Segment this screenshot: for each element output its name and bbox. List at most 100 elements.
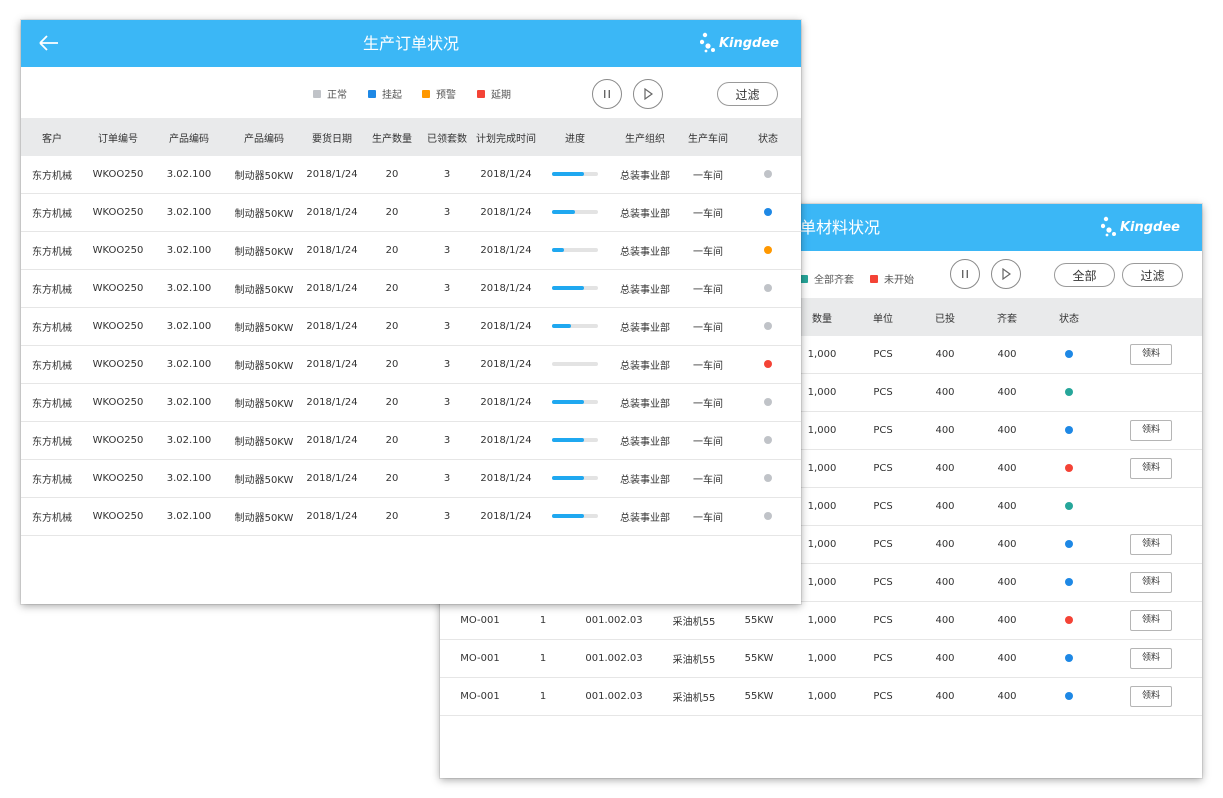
cell-spec: 55KW xyxy=(726,677,792,716)
back-arrow-icon[interactable] xyxy=(37,31,61,55)
progress-bar xyxy=(552,438,598,442)
all-button[interactable]: 全部 xyxy=(1054,263,1115,287)
column-header: 生产数量 xyxy=(361,118,423,156)
cell-code: 001.002.03 xyxy=(566,639,662,678)
table-row[interactable]: 东方机械 WKOO250 3.02.100 制动器50KW 2018/1/24 20 3 20… xyxy=(21,156,801,194)
cell-due: 2018/1/24 xyxy=(303,269,361,308)
cell-status xyxy=(1038,601,1100,640)
cell-code: 3.02.100 xyxy=(153,345,225,384)
progress-bar xyxy=(552,286,598,290)
cell-order-no: WKOO250 xyxy=(83,231,153,270)
cell-order-no: WKOO250 xyxy=(83,269,153,308)
pause-button[interactable] xyxy=(592,79,622,109)
cell-issued: 400 xyxy=(914,563,976,602)
cell-action: 领料 xyxy=(1100,639,1202,678)
progress-fill xyxy=(552,476,585,480)
legend-label: 未开始 xyxy=(884,275,914,286)
cell-qty: 20 xyxy=(361,383,423,422)
pick-material-button[interactable]: 领料 xyxy=(1130,534,1172,555)
cell-sets: 3 xyxy=(423,345,471,384)
cell-progress xyxy=(541,459,609,498)
cell-qty: 20 xyxy=(361,156,423,194)
table-row[interactable]: 东方机械 WKOO250 3.02.100 制动器50KW 2018/1/24 20 3 20… xyxy=(21,307,801,346)
status-dot xyxy=(1065,654,1073,662)
cell-issued: 400 xyxy=(914,639,976,678)
kingdee-logo: Kingdee xyxy=(699,30,779,56)
cell-code: 3.02.100 xyxy=(153,193,225,232)
legend-item-0: 全部齐套 xyxy=(800,271,854,286)
cell-complete: 400 xyxy=(976,336,1038,374)
cell-progress xyxy=(541,383,609,422)
page-title: 订单材料状况 xyxy=(784,218,881,237)
cell-product: 制动器50KW xyxy=(225,269,303,308)
table-row[interactable]: 东方机械 WKOO250 3.02.100 制动器50KW 2018/1/24 20 3 20… xyxy=(21,383,801,422)
cell-product: 制动器50KW xyxy=(225,421,303,460)
progress-bar xyxy=(552,400,598,404)
pick-material-button[interactable]: 领料 xyxy=(1130,458,1172,479)
cell-product: 制动器50KW xyxy=(225,345,303,384)
cell-order-no: WKOO250 xyxy=(83,497,153,536)
cell-org: 总装事业部 xyxy=(609,345,681,384)
cell-action xyxy=(1100,373,1202,412)
cell-customer: 东方机械 xyxy=(21,497,83,536)
table-row[interactable]: 东方机械 WKOO250 3.02.100 制动器50KW 2018/1/24 20 3 20… xyxy=(21,193,801,232)
status-dot xyxy=(764,284,772,292)
order-table: 客户 订单编号 产品编码 产品编码 要货日期 生产数量 已领套数 计划完成时间 进度 生产组织 生产… xyxy=(21,118,801,536)
play-icon xyxy=(644,88,653,100)
status-dot xyxy=(764,170,772,178)
table-header-row: 客户 订单编号 产品编码 产品编码 要货日期 生产数量 已领套数 计划完成时间 进度 生产组织 生产… xyxy=(21,118,801,156)
cell-planned: 2018/1/24 xyxy=(471,231,541,270)
pick-material-button[interactable]: 领料 xyxy=(1130,420,1172,441)
cell-due: 2018/1/24 xyxy=(303,231,361,270)
column-header: 客户 xyxy=(21,118,83,156)
table-row[interactable]: 东方机械 WKOO250 3.02.100 制动器50KW 2018/1/24 20 3 20… xyxy=(21,269,801,308)
pick-material-button[interactable]: 领料 xyxy=(1130,344,1172,365)
legend-item-0: 正常 xyxy=(313,86,347,101)
status-dot xyxy=(1065,388,1073,396)
cell-status xyxy=(735,497,801,536)
cell-status xyxy=(735,156,801,194)
production-order-header: 生产订单状况 Kingdee xyxy=(21,20,801,67)
play-button[interactable] xyxy=(633,79,663,109)
cell-shop: 一车间 xyxy=(681,156,735,194)
cell-status xyxy=(735,307,801,346)
status-dot xyxy=(1065,578,1073,586)
cell-spec: 55KW xyxy=(726,639,792,678)
table-row[interactable]: 东方机械 WKOO250 3.02.100 制动器50KW 2018/1/24 20 3 20… xyxy=(21,345,801,384)
cell-qty: 1,000 xyxy=(792,411,852,450)
legend-item-1: 挂起 xyxy=(368,86,402,101)
cell-product: 制动器50KW xyxy=(225,193,303,232)
filter-button[interactable]: 过滤 xyxy=(1122,263,1183,287)
cell-sets: 3 xyxy=(423,459,471,498)
play-button[interactable] xyxy=(991,259,1021,289)
cell-order-no: WKOO250 xyxy=(83,193,153,232)
progress-fill xyxy=(552,248,564,252)
cell-shop: 一车间 xyxy=(681,459,735,498)
pick-material-button[interactable]: 领料 xyxy=(1130,686,1172,707)
filter-button[interactable]: 过滤 xyxy=(717,82,778,106)
cell-planned: 2018/1/24 xyxy=(471,421,541,460)
pick-material-button[interactable]: 领料 xyxy=(1130,572,1172,593)
legend-label: 全部齐套 xyxy=(814,275,854,286)
pick-material-button[interactable]: 领料 xyxy=(1130,610,1172,631)
table-row[interactable]: 东方机械 WKOO250 3.02.100 制动器50KW 2018/1/24 20 3 20… xyxy=(21,231,801,270)
table-row[interactable]: 东方机械 WKOO250 3.02.100 制动器50KW 2018/1/24 20 3 20… xyxy=(21,497,801,536)
cell-progress xyxy=(541,231,609,270)
cell-product: 制动器50KW xyxy=(225,307,303,346)
cell-mo: MO-001 xyxy=(440,639,520,678)
table-row[interactable]: 东方机械 WKOO250 3.02.100 制动器50KW 2018/1/24 20 3 20… xyxy=(21,459,801,498)
cell-customer: 东方机械 xyxy=(21,231,83,270)
table-row[interactable]: 东方机械 WKOO250 3.02.100 制动器50KW 2018/1/24 20 3 20… xyxy=(21,421,801,460)
column-header: 已投 xyxy=(914,298,976,336)
cell-sets: 3 xyxy=(423,269,471,308)
cell-product: 制动器50KW xyxy=(225,156,303,194)
pause-button[interactable] xyxy=(950,259,980,289)
pick-material-button[interactable]: 领料 xyxy=(1130,648,1172,669)
cell-qty: 20 xyxy=(361,497,423,536)
cell-shop: 一车间 xyxy=(681,269,735,308)
status-dot xyxy=(764,512,772,520)
cell-customer: 东方机械 xyxy=(21,383,83,422)
